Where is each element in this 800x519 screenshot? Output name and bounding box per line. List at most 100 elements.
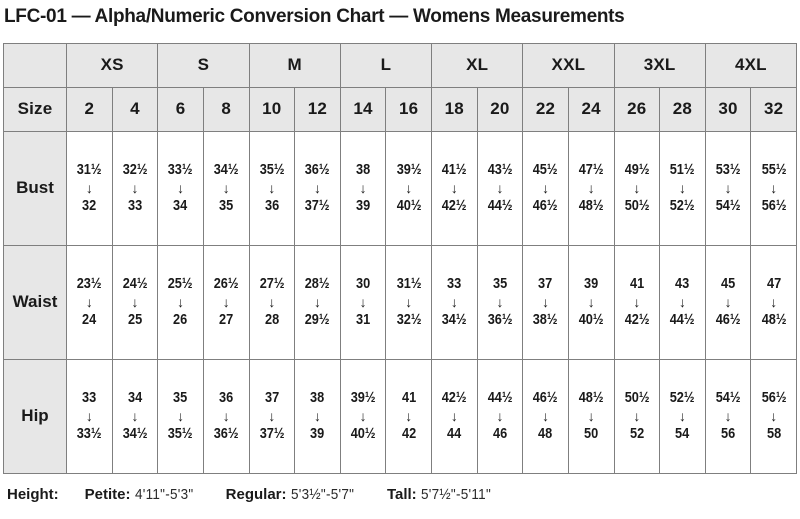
range-from-value: 33½ bbox=[168, 161, 193, 178]
range-to-value: 46½ bbox=[715, 312, 741, 329]
regular-range: 5'3½"-5'7" bbox=[290, 485, 354, 503]
range-cell-bust: 43½ ↓ 44½ bbox=[476, 130, 524, 246]
range-cell-bust: 32½ ↓ 33 bbox=[111, 130, 159, 246]
range-cell-content: 53½ ↓ 54½ bbox=[706, 162, 751, 215]
range-cell-content: 33 ↓ 33½ bbox=[67, 390, 112, 443]
range-cell-bust: 38 ↓ 39 bbox=[339, 130, 387, 246]
numeric-size-28: 28 bbox=[659, 86, 706, 132]
range-to-value: 35½ bbox=[168, 426, 193, 443]
range-cell-content: 48½ ↓ 50 bbox=[569, 390, 614, 443]
page-title: LFC-01 — Alpha/Numeric Conversion Chart … bbox=[4, 6, 625, 27]
range-to-value: 48 bbox=[538, 426, 553, 443]
measurement-row-waist: Waist 23½ ↓ 24 24½ ↓ 25 25½ ↓ 26 26½ ↓ 27 27½ ↓ 28 28½ ↓ 2… bbox=[3, 244, 797, 360]
range-to-value: 34½ bbox=[122, 426, 148, 443]
range-from-value: 55½ bbox=[761, 161, 787, 178]
arrow-down-icon: ↓ bbox=[85, 408, 93, 425]
arrow-down-icon: ↓ bbox=[496, 180, 504, 197]
range-cell-content: 44½ ↓ 46 bbox=[478, 390, 523, 443]
range-from-value: 36 bbox=[219, 389, 234, 406]
range-cell-hip: 42½ ↓ 44 bbox=[431, 358, 478, 474]
range-to-value: 32½ bbox=[396, 312, 422, 329]
range-cell-bust: 55½ ↓ 56½ bbox=[750, 130, 797, 246]
range-from-value: 43 bbox=[675, 275, 690, 292]
range-from-value: 26½ bbox=[213, 275, 239, 292]
arrow-down-icon: ↓ bbox=[131, 294, 139, 311]
range-from-value: 50½ bbox=[624, 389, 650, 406]
range-to-value: 50 bbox=[584, 426, 599, 443]
arrow-down-icon: ↓ bbox=[177, 408, 185, 425]
arrow-down-icon: ↓ bbox=[678, 180, 686, 197]
range-from-value: 52½ bbox=[670, 389, 695, 406]
arrow-down-icon: ↓ bbox=[268, 408, 276, 425]
range-to-value: 52½ bbox=[670, 198, 695, 215]
measurement-row-hip: Hip 33 ↓ 33½ 34 ↓ 34½ 35 ↓ 35½ 36 ↓ 36½ 37 ↓ 37½ 38 ↓ 39 39… bbox=[3, 358, 797, 474]
alpha-size-row: XS S M L XL XXL 3XL 4XL bbox=[3, 42, 798, 88]
arrow-down-icon: ↓ bbox=[222, 180, 230, 197]
range-to-value: 44½ bbox=[670, 312, 695, 329]
range-cell-content: 47½ ↓ 48½ bbox=[569, 162, 614, 215]
numeric-size-row: Size 2 4 6 8 10 12 14 16 18 20 22 24 26 28 30 32 bbox=[3, 86, 797, 132]
range-to-value: 34 bbox=[173, 198, 188, 215]
range-cell-hip: 54½ ↓ 56 bbox=[704, 358, 752, 474]
numeric-size-32: 32 bbox=[750, 86, 797, 132]
numeric-size-16: 16 bbox=[385, 86, 432, 132]
range-from-value: 31½ bbox=[396, 275, 422, 292]
range-to-value: 25 bbox=[127, 312, 143, 329]
range-cell-content: 28½ ↓ 29½ bbox=[295, 276, 340, 329]
range-to-value: 42½ bbox=[441, 198, 467, 215]
arrow-down-icon: ↓ bbox=[542, 294, 550, 311]
numeric-size-10: 10 bbox=[248, 86, 296, 132]
range-cell-content: 35½ ↓ 36 bbox=[250, 162, 295, 215]
range-to-value: 56 bbox=[720, 426, 736, 443]
range-to-value: 46 bbox=[492, 426, 508, 443]
range-to-value: 24 bbox=[82, 312, 97, 329]
arrow-down-icon: ↓ bbox=[359, 408, 367, 425]
range-cell-content: 39 ↓ 40½ bbox=[569, 276, 614, 329]
range-to-value: 37½ bbox=[305, 198, 330, 215]
height-petite: Petite: 4'11"-5'3" bbox=[85, 486, 200, 503]
range-from-value: 32½ bbox=[122, 161, 148, 178]
alpha-size-3xl: 3XL bbox=[613, 42, 706, 88]
arrow-down-icon: ↓ bbox=[313, 294, 321, 311]
range-cell-content: 36 ↓ 36½ bbox=[204, 390, 249, 443]
arrow-down-icon: ↓ bbox=[405, 408, 413, 425]
range-from-value: 37 bbox=[264, 389, 279, 406]
range-cell-content: 30 ↓ 31 bbox=[341, 276, 386, 329]
corner-cell bbox=[3, 42, 67, 88]
arrow-down-icon: ↓ bbox=[268, 294, 276, 311]
range-to-value: 44 bbox=[447, 426, 462, 443]
range-from-value: 41 bbox=[629, 275, 644, 292]
numeric-size-24: 24 bbox=[567, 86, 615, 132]
range-to-value: 56½ bbox=[761, 198, 787, 215]
range-cell-content: 42½ ↓ 44 bbox=[432, 390, 477, 443]
range-cell-bust: 39½ ↓ 40½ bbox=[385, 130, 432, 246]
range-from-value: 35 bbox=[492, 275, 508, 292]
arrow-down-icon: ↓ bbox=[678, 294, 686, 311]
range-cell-waist: 31½ ↓ 32½ bbox=[385, 244, 432, 360]
range-from-value: 45½ bbox=[533, 161, 558, 178]
range-from-value: 48½ bbox=[578, 389, 604, 406]
alpha-size-l: L bbox=[339, 42, 433, 88]
alpha-size-4xl: 4XL bbox=[704, 42, 798, 88]
range-from-value: 35½ bbox=[259, 161, 285, 178]
range-to-value: 48½ bbox=[578, 198, 604, 215]
range-cell-content: 31½ ↓ 32 bbox=[67, 162, 112, 215]
range-cell-hip: 36 ↓ 36½ bbox=[202, 358, 250, 474]
range-cell-waist: 27½ ↓ 28 bbox=[248, 244, 296, 360]
range-to-value: 32 bbox=[82, 198, 97, 215]
range-cell-content: 35 ↓ 35½ bbox=[158, 390, 203, 443]
range-cell-bust: 45½ ↓ 46½ bbox=[522, 130, 569, 246]
range-cell-content: 37 ↓ 38½ bbox=[523, 276, 568, 329]
numeric-size-4: 4 bbox=[111, 86, 159, 132]
range-cell-content: 31½ ↓ 32½ bbox=[386, 276, 431, 329]
arrow-down-icon: ↓ bbox=[313, 408, 321, 425]
arrow-down-icon: ↓ bbox=[359, 294, 367, 311]
range-cell-bust: 49½ ↓ 50½ bbox=[613, 130, 661, 246]
range-from-value: 27½ bbox=[259, 275, 285, 292]
numeric-size-6: 6 bbox=[157, 86, 204, 132]
range-to-value: 36 bbox=[264, 198, 279, 215]
range-to-value: 50½ bbox=[624, 198, 650, 215]
arrow-down-icon: ↓ bbox=[359, 180, 367, 197]
range-to-value: 39 bbox=[310, 426, 325, 443]
range-from-value: 39½ bbox=[350, 389, 376, 406]
